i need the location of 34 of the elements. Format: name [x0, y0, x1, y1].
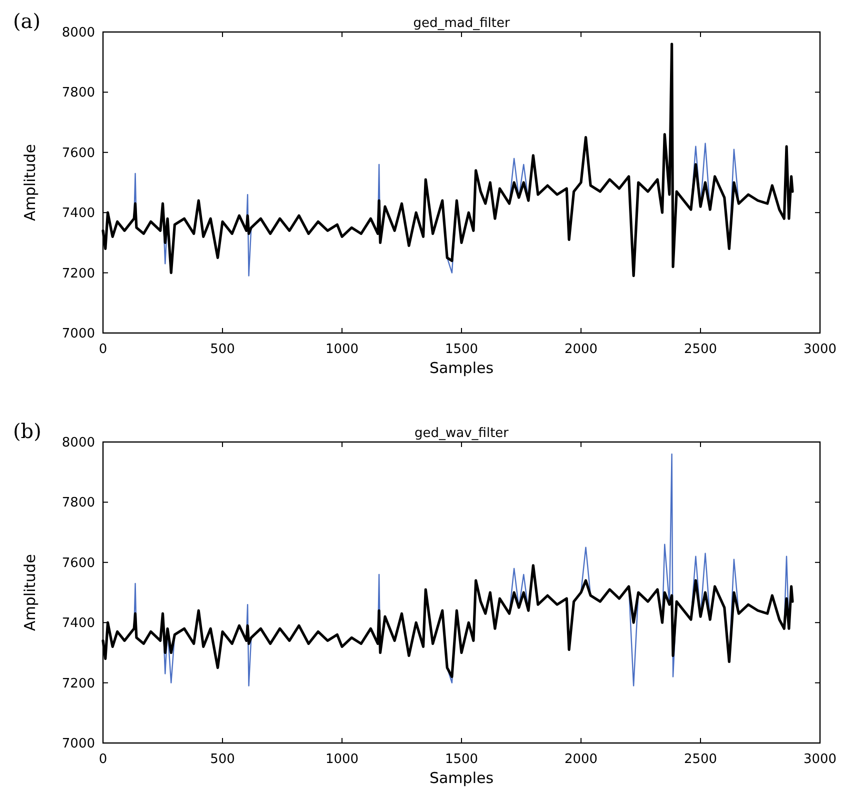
x-tick-label: 3000	[803, 342, 837, 357]
x-tick-label: 1500	[444, 342, 478, 357]
y-axis-title: Amplitude	[21, 554, 39, 631]
x-tick-label: 2000	[564, 342, 598, 357]
y-tick-label: 7000	[62, 736, 95, 752]
x-tick-label: 2500	[684, 752, 718, 767]
y-tick-label: 7400	[62, 206, 95, 222]
text: (a)	[13, 9, 41, 33]
x-tick-label: 1000	[325, 342, 359, 357]
text: (b)	[13, 419, 42, 443]
y-tick-label: 7600	[62, 556, 95, 571]
x-tick-label: 1500	[444, 752, 478, 767]
y-axis-title: Amplitude	[21, 144, 39, 221]
y-tick-label: 7800	[62, 86, 95, 101]
chart-title: ged_mad_filter	[413, 16, 510, 31]
y-tick-label: 7400	[62, 616, 95, 632]
x-tick-label: 0	[98, 752, 108, 767]
y-tick-label: 8000	[62, 26, 95, 40]
x-tick-label: 500	[210, 342, 235, 357]
y-tick-label: 7600	[62, 146, 95, 161]
y-tick-label: 7200	[62, 676, 95, 692]
x-tick-label: 0	[98, 342, 108, 357]
x-tick-label: 500	[210, 752, 235, 767]
y-tick-label: 7200	[62, 266, 95, 282]
y-tick-label: 8000	[62, 436, 95, 450]
x-axis-title: Samples	[429, 769, 494, 787]
x-tick-label: 1000	[325, 752, 359, 767]
x-tick-label: 3000	[803, 752, 837, 767]
y-tick-label: 7800	[62, 496, 95, 511]
x-tick-label: 2500	[684, 342, 718, 357]
x-tick-label: 2000	[564, 752, 598, 767]
y-tick-label: 7000	[62, 326, 95, 342]
x-axis-title: Samples	[429, 359, 494, 377]
chart-title: ged_wav_filter	[414, 426, 510, 441]
